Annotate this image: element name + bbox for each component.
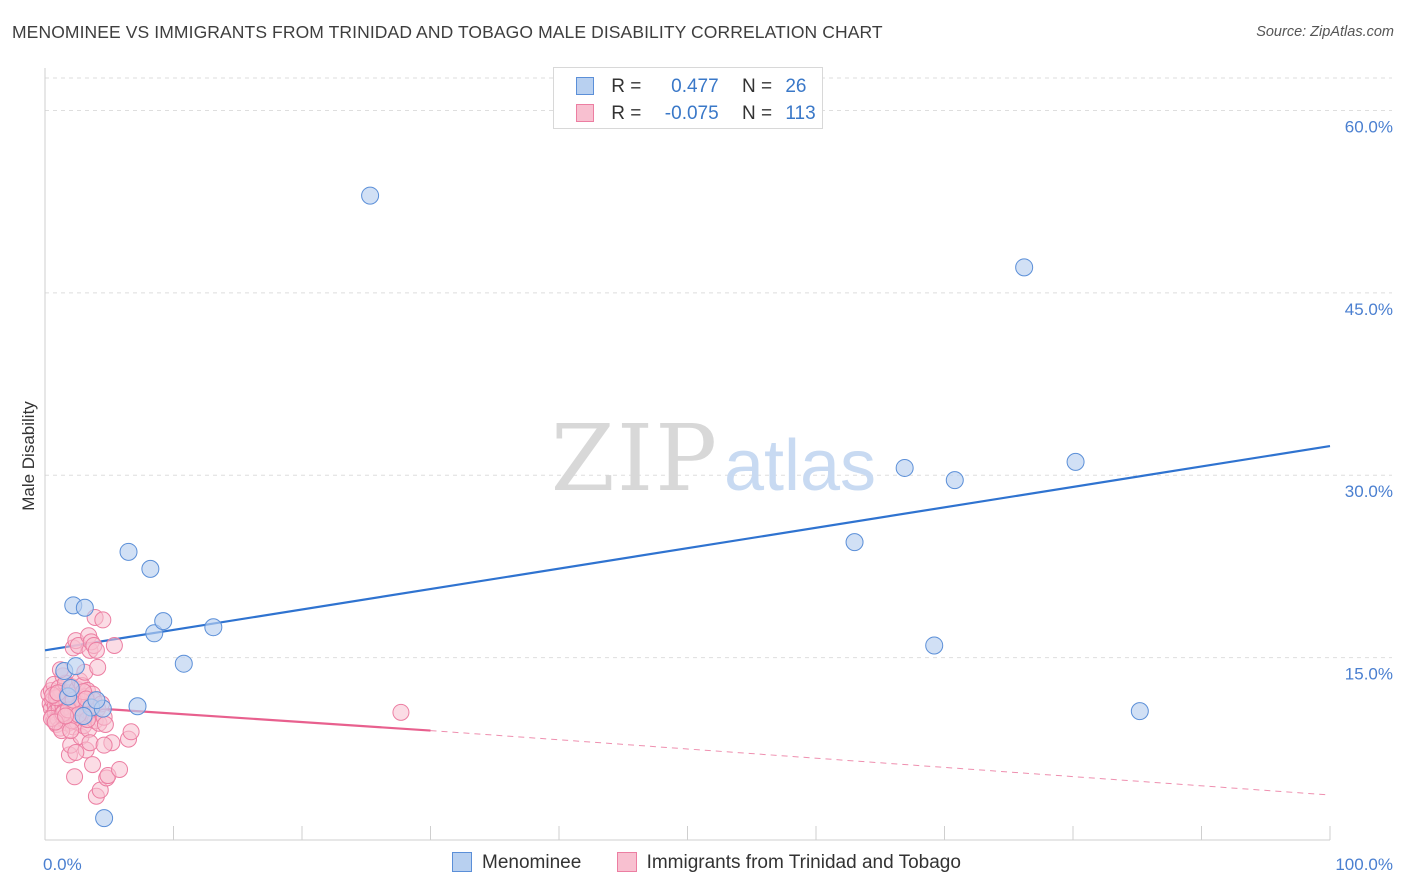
trinidad-point	[62, 722, 80, 740]
y-tick-label: 60.0%	[1345, 117, 1393, 136]
trinidad-point	[66, 768, 84, 786]
menominee-point	[1130, 702, 1149, 721]
menominee-point	[128, 697, 147, 716]
y-tick-label: 15.0%	[1345, 665, 1393, 684]
r-label: R =	[611, 76, 642, 97]
y-axis-label: Male Disability	[19, 401, 38, 511]
x-tick-labels: 0.0% 100.0%	[43, 855, 1393, 874]
trinidad-point	[87, 641, 105, 659]
series-legend: Menominee Immigrants from Trinidad and T…	[452, 852, 991, 874]
menominee-point	[61, 679, 80, 698]
menominee-point	[87, 691, 106, 710]
legend-item-trinidad: Immigrants from Trinidad and Tobago	[616, 852, 961, 874]
legend-item-menominee: Menominee	[452, 852, 581, 874]
menominee-point	[145, 624, 164, 643]
r-label: R =	[611, 103, 642, 124]
y-tick-label: 45.0%	[1345, 300, 1393, 319]
trinidad-point	[95, 736, 113, 754]
x-tick-label: 100.0%	[1335, 855, 1393, 874]
watermark: ZIP atlas	[551, 405, 876, 512]
menominee-point	[361, 186, 380, 205]
n-value: 26	[785, 76, 807, 97]
r-value: 0.477	[671, 76, 719, 97]
trinidad-point	[111, 760, 129, 778]
n-value: 113	[785, 103, 816, 124]
legend-row-menominee: R = 0.477 N = 26	[576, 76, 806, 98]
menominee-point	[925, 636, 944, 655]
menominee-point	[74, 706, 93, 725]
menominee-point	[204, 618, 223, 637]
trinidad-point	[84, 756, 102, 774]
trinidad-swatch	[576, 104, 594, 122]
menominee-points	[55, 186, 1149, 828]
menominee-point	[174, 654, 193, 673]
legend-row-trinidad: R = -0.075 N = 113	[576, 103, 816, 125]
menominee-trendline	[44, 444, 1331, 652]
legend-label: Menominee	[482, 852, 582, 873]
trinidad-trendline-extension	[430, 730, 1331, 796]
menominee-point	[75, 598, 94, 617]
legend-label: Immigrants from Trinidad and Tobago	[646, 852, 961, 873]
gridlines	[45, 77, 1392, 659]
n-label: N =	[741, 76, 773, 97]
menominee-point	[945, 471, 964, 490]
trinidad-point	[122, 723, 140, 741]
menominee-legend-swatch	[452, 852, 472, 872]
trinidad-point	[67, 743, 85, 761]
y-tick-label: 30.0%	[1345, 482, 1393, 501]
watermark-zip: ZIP	[551, 405, 719, 512]
menominee-point	[845, 533, 864, 552]
menominee-point	[119, 542, 138, 561]
trinidad-point	[96, 715, 114, 733]
trinidad-point	[89, 658, 107, 676]
correlation-legend: R = 0.477 N = 26 R = -0.075 N = 113	[553, 67, 823, 129]
watermark-atlas: atlas	[724, 426, 876, 506]
menominee-point	[95, 809, 114, 828]
trinidad-point	[94, 611, 112, 629]
menominee-point	[1066, 452, 1085, 471]
menominee-point	[154, 612, 173, 631]
menominee-swatch	[576, 77, 594, 95]
trinidad-point	[392, 703, 410, 721]
trinidad-legend-swatch	[616, 852, 637, 872]
menominee-point	[66, 657, 85, 676]
menominee-point	[895, 458, 914, 477]
chart-title: MENOMINEE VS IMMIGRANTS FROM TRINIDAD AN…	[12, 22, 883, 42]
r-value: -0.075	[664, 103, 719, 124]
trinidad-point	[105, 636, 123, 654]
trinidad-point	[81, 734, 99, 752]
n-label: N =	[741, 103, 773, 124]
menominee-point	[1015, 258, 1034, 277]
x-tick-label: 0.0%	[43, 855, 82, 874]
menominee-point	[141, 559, 160, 578]
trinidad-point	[57, 707, 75, 725]
y-tick-labels: 15.0% 30.0% 45.0% 60.0%	[1345, 117, 1393, 683]
source-label: Source: ZipAtlas.com	[1256, 24, 1394, 40]
